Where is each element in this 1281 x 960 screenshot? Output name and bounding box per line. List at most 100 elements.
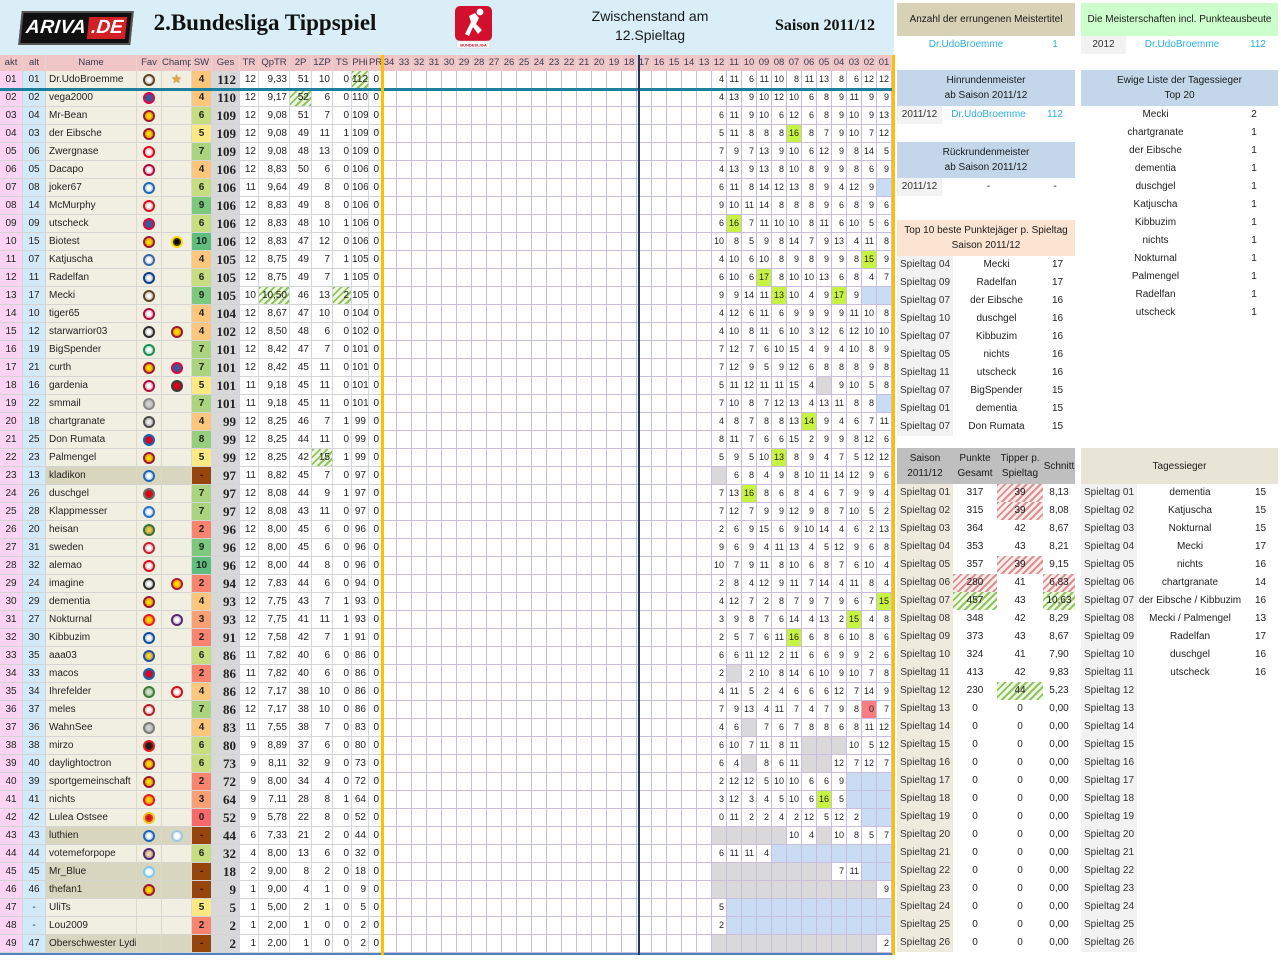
cell-phi: 9: [352, 881, 369, 899]
cell-ts: 0: [333, 107, 352, 125]
tipper-count: 0: [1017, 829, 1023, 840]
matchday-cell: [427, 377, 442, 395]
matchday-cell: 6: [847, 557, 862, 575]
matchday-cell: [457, 719, 472, 737]
player-name[interactable]: Dr.UdoBroemme: [928, 39, 1004, 50]
matchday-cell: 7: [727, 557, 742, 575]
cell-qptr: 7,17: [259, 701, 290, 719]
matchday-cell: [622, 935, 637, 953]
matchday-cell: [622, 251, 637, 269]
matchday-cell: [457, 107, 472, 125]
matchday-cell: [457, 449, 472, 467]
favorite-club-icon: [143, 362, 155, 375]
matchday-cell: [547, 71, 562, 89]
cell-ges: 99: [212, 431, 240, 449]
matchday-cell: 14: [787, 611, 802, 629]
cell-sw: 4: [192, 89, 212, 107]
points-value: 15: [1254, 523, 1267, 534]
matchday-cell: 11: [727, 125, 742, 143]
matchday-cell: [397, 809, 412, 827]
matchday-cell: [637, 395, 652, 413]
matchday-cell: [517, 143, 532, 161]
cell-champ: [162, 737, 192, 755]
tipper-count: 0: [1017, 865, 1023, 876]
matchday-cell: [517, 125, 532, 143]
matchday-label: Spieltag 08: [1081, 610, 1137, 628]
matchday-cell: [472, 143, 487, 161]
matchday-cell: [457, 809, 472, 827]
cell-p2: 41: [290, 611, 312, 629]
player-name: BigSpender: [46, 341, 137, 359]
matchday-cell: [442, 269, 457, 287]
cell-fav: [137, 827, 162, 845]
matchday-cell: 8: [877, 539, 892, 557]
cell-p2: 46: [290, 287, 312, 305]
cell-akt: 11: [0, 251, 23, 269]
matchday-cell: [427, 773, 442, 791]
matchday-cell: [532, 197, 547, 215]
cell-p2: 40: [290, 647, 312, 665]
stats-column-header: Saison 2011/12: [907, 453, 943, 479]
matchday-cell: [637, 485, 652, 503]
cell-zp1: 6: [312, 737, 333, 755]
cell-fav: [137, 287, 162, 305]
matchday-cell: [412, 935, 427, 953]
matchday-cell: [637, 341, 652, 359]
table-row: 39 40 daylightoctron 6 73 9 8,11 32 9 0 73 0 6 4 8 6 11 1…: [0, 755, 892, 773]
cell-ges: 105: [212, 287, 240, 305]
cell-phi: 109: [352, 125, 369, 143]
win-count: 1: [1251, 181, 1257, 192]
cell-fav: [137, 935, 162, 953]
list-item: Spieltag 17: [1081, 772, 1278, 790]
matchday-cell: [442, 917, 457, 935]
matchday-cell: [622, 827, 637, 845]
player-name[interactable]: Dr.UdoBroemme: [951, 109, 1026, 120]
matchday-cell: [442, 431, 457, 449]
favorite-club-icon: [143, 254, 155, 267]
matchday-cell: 4: [817, 449, 832, 467]
cell-ts: 0: [333, 179, 352, 197]
tipper-count: 0: [1017, 739, 1023, 750]
matchday-cell: 12: [862, 431, 877, 449]
matchday-cell: [397, 503, 412, 521]
cell-ges: 86: [212, 665, 240, 683]
ariva-logo[interactable]: ARIVA .DE: [18, 11, 134, 45]
matchday-cell: [607, 827, 622, 845]
matchday-cell: [382, 917, 397, 935]
matchday-cell: [772, 899, 787, 917]
matchday-cell: [682, 845, 697, 863]
matchday-cell: 7: [817, 701, 832, 719]
matchday-cell: [412, 287, 427, 305]
column-header-sw: SW: [192, 55, 212, 71]
matchday-cell: [412, 233, 427, 251]
matchday-cell: [427, 863, 442, 881]
matchday-cell: 7: [787, 701, 802, 719]
cell-tr: 12: [240, 359, 259, 377]
cell-sw: 2: [192, 629, 212, 647]
cell-champ: [162, 143, 192, 161]
matchday-cell: [472, 467, 487, 485]
player-name[interactable]: Dr.UdoBroemme: [1144, 39, 1220, 50]
matchday-cell: [562, 827, 577, 845]
matchday-cell: [517, 701, 532, 719]
matchday-cell: 6: [772, 323, 787, 341]
cell-alt: 32: [23, 557, 46, 575]
cell-sw: 4: [192, 251, 212, 269]
cell-akt: 34: [0, 665, 23, 683]
matchday-cell: [412, 629, 427, 647]
matchday-cell: [427, 683, 442, 701]
matchday-cell: [577, 251, 592, 269]
cell-alt: 27: [23, 611, 46, 629]
matchday-cell: 10: [772, 341, 787, 359]
matchday-cell: 4: [742, 575, 757, 593]
cell-sw: 5: [192, 377, 212, 395]
matchday-cell: [487, 521, 502, 539]
matchday-cell: [637, 449, 652, 467]
list-item: Spieltag 24: [1081, 898, 1278, 916]
cell-ts: 0: [333, 917, 352, 935]
matchday-cell: [742, 917, 757, 935]
matchday-cell: [547, 827, 562, 845]
matchday-cell: [427, 485, 442, 503]
cell-champ: [162, 755, 192, 773]
cell-p2: 38: [290, 701, 312, 719]
